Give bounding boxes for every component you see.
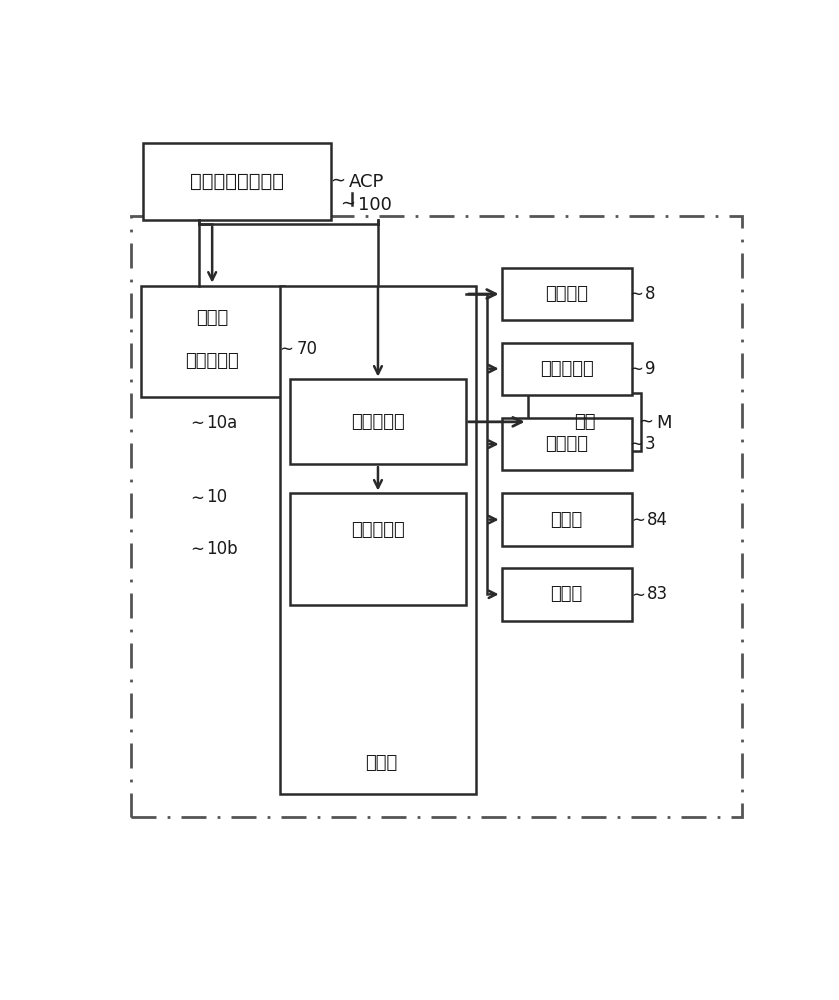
Bar xyxy=(290,493,466,605)
Bar xyxy=(502,343,632,395)
Text: ∼: ∼ xyxy=(631,511,645,529)
Text: 加热器: 加热器 xyxy=(196,309,228,327)
Text: 10a: 10a xyxy=(206,414,237,432)
Text: M: M xyxy=(656,414,672,432)
Text: 70: 70 xyxy=(297,340,318,358)
Bar xyxy=(502,418,632,470)
Bar xyxy=(280,286,476,794)
Text: ∼: ∼ xyxy=(190,414,204,432)
Text: 100: 100 xyxy=(358,196,393,214)
Text: 10b: 10b xyxy=(206,540,237,558)
Bar xyxy=(141,286,284,397)
Bar xyxy=(143,143,331,220)
Bar xyxy=(131,216,742,817)
Text: 主控制部: 主控制部 xyxy=(545,285,588,303)
Text: ∼: ∼ xyxy=(638,414,653,432)
Bar xyxy=(502,568,632,620)
Text: 10: 10 xyxy=(206,488,227,506)
Bar xyxy=(502,268,632,320)
Text: 操作面板: 操作面板 xyxy=(545,435,588,453)
Text: ∼: ∼ xyxy=(279,340,294,358)
Text: 通信部: 通信部 xyxy=(550,511,582,529)
Text: 电源部: 电源部 xyxy=(365,754,398,772)
Text: （定影部）: （定影部） xyxy=(185,352,239,370)
Text: ∼: ∼ xyxy=(631,585,645,603)
Text: 84: 84 xyxy=(647,511,668,529)
Bar xyxy=(290,379,466,464)
Text: 8: 8 xyxy=(644,285,655,303)
Text: 9: 9 xyxy=(644,360,655,378)
Bar xyxy=(502,493,632,546)
Bar xyxy=(528,393,641,451)
Text: 83: 83 xyxy=(647,585,669,603)
Text: ACP: ACP xyxy=(349,173,384,191)
Text: ∼: ∼ xyxy=(190,540,204,558)
Text: 交流电源（市电）: 交流电源（市电） xyxy=(190,172,284,191)
Text: ∼: ∼ xyxy=(331,173,346,191)
Text: 一次电源部: 一次电源部 xyxy=(351,413,405,431)
Text: ∼: ∼ xyxy=(340,196,355,214)
Text: 3: 3 xyxy=(644,435,655,453)
Text: ∼: ∼ xyxy=(628,360,643,378)
Text: ∼: ∼ xyxy=(628,285,643,303)
Text: ∼: ∼ xyxy=(628,435,643,453)
Text: 电机: 电机 xyxy=(574,413,595,431)
Text: 二次电源部: 二次电源部 xyxy=(351,521,405,539)
Text: ∼: ∼ xyxy=(190,488,204,506)
Text: 引擎控制部: 引擎控制部 xyxy=(539,360,593,378)
Text: 存储部: 存储部 xyxy=(550,585,582,603)
